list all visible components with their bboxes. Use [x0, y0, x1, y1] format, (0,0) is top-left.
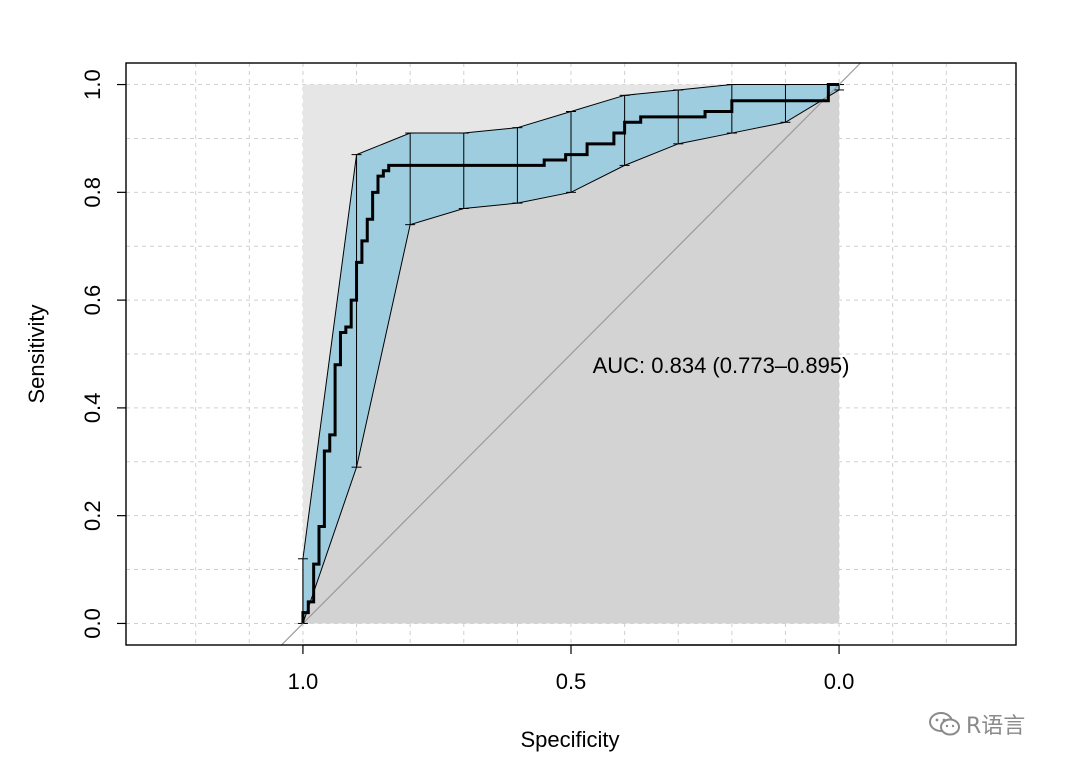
y-tick-label: 0.2 — [80, 500, 105, 531]
x-tick-label: 1.0 — [288, 669, 319, 694]
x-tick-label: 0.0 — [824, 669, 855, 694]
axes: 1.0 0.5 0.0 0.0 0.2 0.4 0.6 0.8 1.0 — [80, 69, 854, 694]
wechat-icon — [929, 712, 960, 736]
x-axis-label: Specificity — [520, 727, 619, 752]
y-tick-label: 0.0 — [80, 608, 105, 639]
ci-band — [297, 84, 845, 624]
roc-curve-group — [301, 83, 840, 624]
x-tick-label: 0.5 — [556, 669, 587, 694]
roc-curve — [301, 83, 840, 624]
y-tick-label: 0.6 — [80, 285, 105, 316]
y-axis-label: Sensitivity — [24, 304, 49, 403]
watermark-text: R语言 — [966, 714, 1026, 739]
watermark: R语言 — [928, 708, 1025, 740]
diagonal-line — [281, 62, 861, 646]
y-tick-label: 0.4 — [80, 393, 105, 424]
auc-annotation: AUC: 0.834 (0.773–0.895) — [593, 353, 850, 378]
diagonal — [281, 62, 861, 646]
y-tick-label: 0.8 — [80, 177, 105, 208]
y-tick-label: 1.0 — [80, 69, 105, 100]
